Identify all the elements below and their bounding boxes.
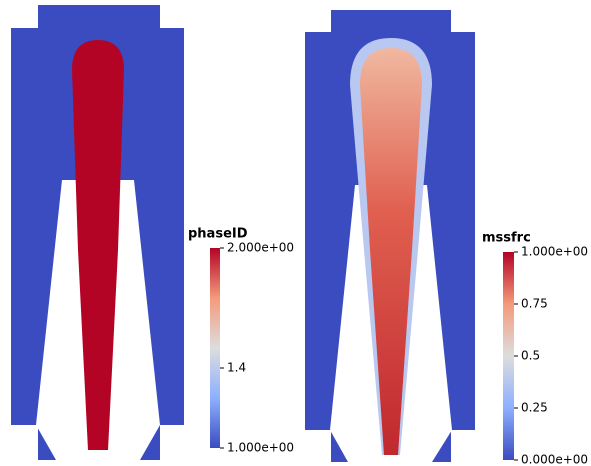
tick-label: 1.000e+00 bbox=[521, 245, 588, 259]
tick-label: 0.75 bbox=[521, 297, 548, 311]
left-field bbox=[11, 5, 184, 460]
plume bbox=[360, 48, 422, 455]
tick-label: 1.4 bbox=[227, 361, 246, 375]
colorbar bbox=[503, 252, 514, 460]
plume bbox=[72, 40, 124, 450]
colorbar-title: mssfrc bbox=[482, 231, 531, 246]
tick-label: 1.000e+00 bbox=[227, 441, 294, 455]
colorbar-title: phaseID bbox=[188, 227, 248, 242]
colorbars: phaseID2.000e+001.41.000e+00mssfrc1.000e… bbox=[188, 227, 588, 466]
tick-label: 0.25 bbox=[521, 401, 548, 415]
tick-label: 2.000e+00 bbox=[227, 241, 294, 255]
tick-label: 0.5 bbox=[521, 349, 540, 363]
tick-label: 0.000e+00 bbox=[521, 453, 588, 466]
right-field bbox=[305, 10, 475, 462]
colorbar bbox=[210, 248, 220, 448]
